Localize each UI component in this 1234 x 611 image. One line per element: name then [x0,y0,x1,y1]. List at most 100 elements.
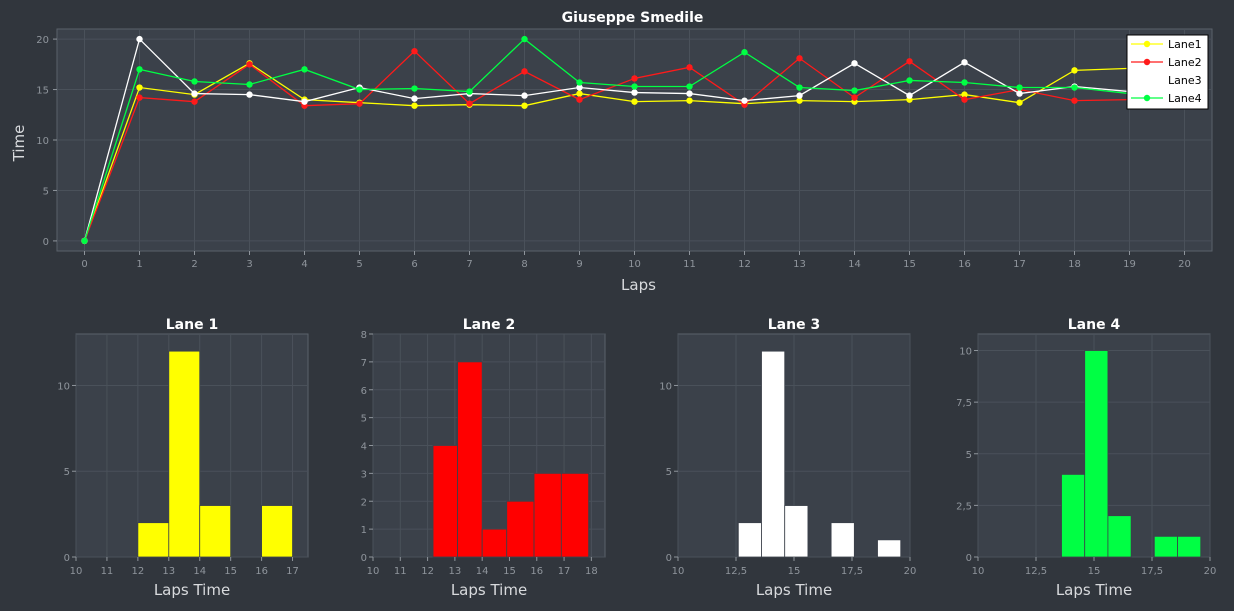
x-tick-label: 12 [421,566,434,577]
data-point [356,100,363,107]
data-point [961,79,968,86]
data-point [1071,97,1078,104]
x-tick-label: 15 [903,259,916,270]
histogram-bar [457,361,483,558]
y-tick-label: 2 [361,497,367,508]
histogram-x-axis-label: Laps Time [451,581,527,599]
histogram-x-axis-label: Laps Time [756,581,832,599]
data-point [136,94,143,101]
histogram-title: Lane 3 [768,317,820,333]
y-tick-label: 5 [64,467,70,478]
y-tick-label: 15 [36,86,49,97]
data-point [1071,67,1078,74]
data-point [961,96,968,103]
histogram-title: Lane 4 [1068,317,1121,333]
data-point [136,66,143,73]
histogram-title: Lane 2 [463,317,515,333]
data-point [1071,84,1078,91]
legend-swatch-marker [1143,94,1151,102]
legend-label-lane2: Lane2 [1168,56,1202,69]
y-tick-label: 5 [966,450,972,461]
data-point [796,55,803,62]
y-tick-label: 1 [361,525,367,536]
histogram-bar [737,522,762,558]
x-tick-label: 14 [193,566,206,577]
histogram-bar [1107,515,1132,558]
x-tick-label: 3 [246,259,252,270]
legend-swatch-marker [1143,76,1151,84]
histogram-bar [533,472,562,558]
y-tick-label: 10 [57,381,70,392]
x-tick-label: 13 [793,259,806,270]
y-tick-label: 5 [43,186,49,197]
x-tick-label: 8 [521,259,527,270]
data-point [576,79,583,86]
y-tick-label: 10 [36,136,49,147]
data-point [301,98,308,105]
data-point [466,100,473,107]
data-point [136,84,143,91]
data-point [741,49,748,56]
legend-swatch-marker [1143,58,1151,66]
y-tick-label: 10 [659,381,672,392]
y-tick-label: 5 [361,414,367,425]
histogram-x-axis-label: Laps Time [1056,581,1132,599]
y-tick-label: 0 [966,553,972,564]
data-point [1016,90,1023,97]
x-tick-label: 11 [394,566,407,577]
data-point [906,77,913,84]
data-point [521,68,528,75]
x-tick-label: 18 [585,566,598,577]
histogram-bar [432,445,459,558]
data-point [301,66,308,73]
legend-box [1126,34,1209,110]
x-tick-label: 14 [848,259,861,270]
x-tick-label: 17 [1013,259,1026,270]
x-tick-label: 1 [136,259,142,270]
histogram-bar [560,472,590,558]
data-point [136,35,143,43]
legend-label-lane4: Lane4 [1168,92,1202,105]
x-tick-label: 10 [972,566,985,577]
data-point [521,92,528,99]
x-tick-label: 7 [466,259,472,270]
data-point [851,87,858,94]
x-tick-label: 13 [449,566,462,577]
x-tick-label: 17,5 [1141,566,1163,577]
histogram-bar [481,528,508,558]
y-tick-label: 6 [361,386,367,397]
main-x-axis-label: Laps [621,276,656,294]
data-point [796,84,803,91]
x-tick-label: 10 [672,566,685,577]
x-tick-label: 9 [576,259,582,270]
histogram-bar [1177,535,1202,558]
x-tick-label: 18 [1068,259,1081,270]
x-tick-label: 16 [530,566,543,577]
data-point [631,83,638,90]
data-point [851,60,858,67]
y-tick-label: 3 [361,469,367,480]
y-tick-label: 0 [666,553,672,564]
data-point [81,237,88,245]
data-point [576,96,583,103]
data-point [191,98,198,105]
x-tick-label: 16 [255,566,268,577]
histogram-bar [199,505,232,558]
y-tick-label: 0 [361,553,367,564]
x-tick-label: 12,5 [725,566,747,577]
x-tick-label: 13 [162,566,175,577]
x-tick-label: 10 [70,566,83,577]
histogram-bar [168,350,201,558]
histogram-bar [137,522,170,558]
data-point [1016,99,1023,106]
x-tick-label: 20 [1204,566,1217,577]
data-point [1016,84,1023,91]
data-point [411,48,418,55]
data-point [246,61,253,68]
data-point [961,59,968,66]
x-tick-label: 10 [628,259,641,270]
histogram-bar [877,539,902,558]
data-point [631,89,638,96]
x-tick-label: 12 [738,259,751,270]
